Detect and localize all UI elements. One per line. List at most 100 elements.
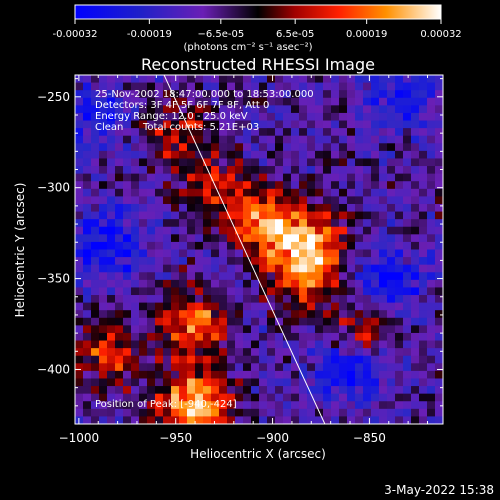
heatmap-cell: [395, 257, 404, 266]
heatmap-cell: [203, 196, 212, 205]
heatmap-cell: [283, 158, 292, 167]
heatmap-cell: [91, 173, 100, 182]
heatmap-cell: [347, 287, 356, 296]
heatmap-cell: [275, 135, 284, 144]
heatmap-cell: [395, 75, 404, 84]
heatmap-cell: [291, 348, 300, 357]
x-tick-label: −1000: [59, 431, 100, 445]
heatmap-cell: [131, 75, 140, 84]
heatmap-cell: [219, 370, 228, 380]
heatmap-cell: [203, 128, 212, 137]
heatmap-cell: [187, 355, 196, 364]
heatmap-cell: [171, 264, 180, 273]
heatmap-cell: [187, 226, 196, 235]
heatmap-cell: [227, 203, 236, 213]
heatmap-cell: [163, 302, 172, 311]
heatmap-cell: [123, 393, 132, 402]
heatmap-cell: [339, 75, 348, 84]
heatmap-cell: [291, 340, 300, 349]
heatmap-cell: [275, 386, 284, 395]
heatmap-cell: [307, 264, 316, 273]
heatmap-cell: [355, 150, 364, 160]
heatmap-cell: [107, 196, 116, 205]
heatmap-cell: [299, 196, 308, 205]
heatmap-cell: [283, 310, 292, 319]
heatmap-cell: [339, 234, 348, 243]
heatmap-cell: [363, 97, 372, 106]
heatmap-cell: [131, 257, 140, 266]
heatmap-cell: [123, 302, 132, 311]
annotation-counts: Total counts: 5.21E+03: [142, 122, 259, 133]
heatmap-cell: [195, 234, 204, 243]
heatmap-cell: [243, 128, 252, 137]
heatmap-cell: [275, 226, 284, 235]
heatmap-cell: [227, 348, 236, 357]
heatmap-cell: [411, 241, 420, 251]
heatmap-cell: [355, 181, 364, 190]
heatmap-cell: [283, 325, 292, 334]
heatmap-cell: [419, 90, 428, 99]
heatmap-cell: [259, 340, 268, 349]
heatmap-cell: [107, 158, 116, 167]
heatmap-cell: [299, 135, 308, 144]
heatmap-cell: [179, 370, 188, 380]
heatmap-cell: [187, 158, 196, 167]
heatmap-cell: [331, 264, 340, 273]
heatmap-cell: [163, 120, 172, 129]
heatmap-cell: [155, 181, 164, 190]
heatmap-cell: [299, 166, 308, 175]
heatmap-cell: [147, 363, 156, 372]
heatmap-cell: [331, 257, 340, 266]
colorbar-tick-label: -0.00032: [53, 29, 98, 40]
heatmap-cell: [83, 196, 92, 205]
heatmap-cell: [163, 249, 172, 258]
heatmap-cell: [371, 325, 380, 334]
heatmap-cell: [315, 188, 324, 197]
heatmap-cell: [267, 75, 276, 84]
heatmap-cell: [403, 234, 412, 243]
heatmap-cell: [339, 181, 348, 190]
heatmap-cell: [131, 82, 140, 91]
heatmap-cell: [203, 211, 212, 220]
heatmap-cell: [283, 241, 292, 251]
heatmap-cell: [139, 279, 148, 289]
heatmap-cell: [395, 112, 404, 122]
heatmap-cell: [411, 264, 420, 273]
heatmap-cell: [363, 150, 372, 160]
heatmap-cell: [355, 408, 364, 418]
heatmap-cell: [91, 340, 100, 349]
heatmap-cell: [131, 370, 140, 380]
heatmap-cell: [91, 166, 100, 175]
y-tick-label: −350: [37, 272, 70, 286]
heatmap-cell: [107, 340, 116, 349]
heatmap-cell: [379, 264, 388, 273]
heatmap-cell: [219, 325, 228, 334]
heatmap-cell: [195, 150, 204, 160]
heatmap-cell: [283, 97, 292, 106]
heatmap-cell: [187, 340, 196, 349]
heatmap-cell: [211, 226, 220, 235]
heatmap-cell: [243, 272, 252, 281]
heatmap-cell: [371, 219, 380, 228]
heatmap-cell: [179, 401, 188, 410]
heatmap-cell: [355, 135, 364, 144]
heatmap-cell: [139, 249, 148, 258]
heatmap-cell: [163, 272, 172, 281]
heatmap-cell: [339, 378, 348, 387]
heatmap-cell: [275, 272, 284, 281]
heatmap-cell: [435, 128, 443, 137]
heatmap-cell: [115, 75, 124, 84]
heatmap-cell: [131, 332, 140, 342]
heatmap-cell: [419, 196, 428, 205]
heatmap-cell: [219, 128, 228, 137]
heatmap-cell: [211, 173, 220, 182]
heatmap-cell: [419, 105, 428, 114]
heatmap-cell: [371, 264, 380, 273]
heatmap-cell: [179, 219, 188, 228]
heatmap-cell: [403, 287, 412, 296]
heatmap-cell: [347, 340, 356, 349]
heatmap-cell: [91, 75, 100, 84]
heatmap-cell: [355, 264, 364, 273]
heatmap-cell: [171, 226, 180, 235]
heatmap-cell: [267, 348, 276, 357]
